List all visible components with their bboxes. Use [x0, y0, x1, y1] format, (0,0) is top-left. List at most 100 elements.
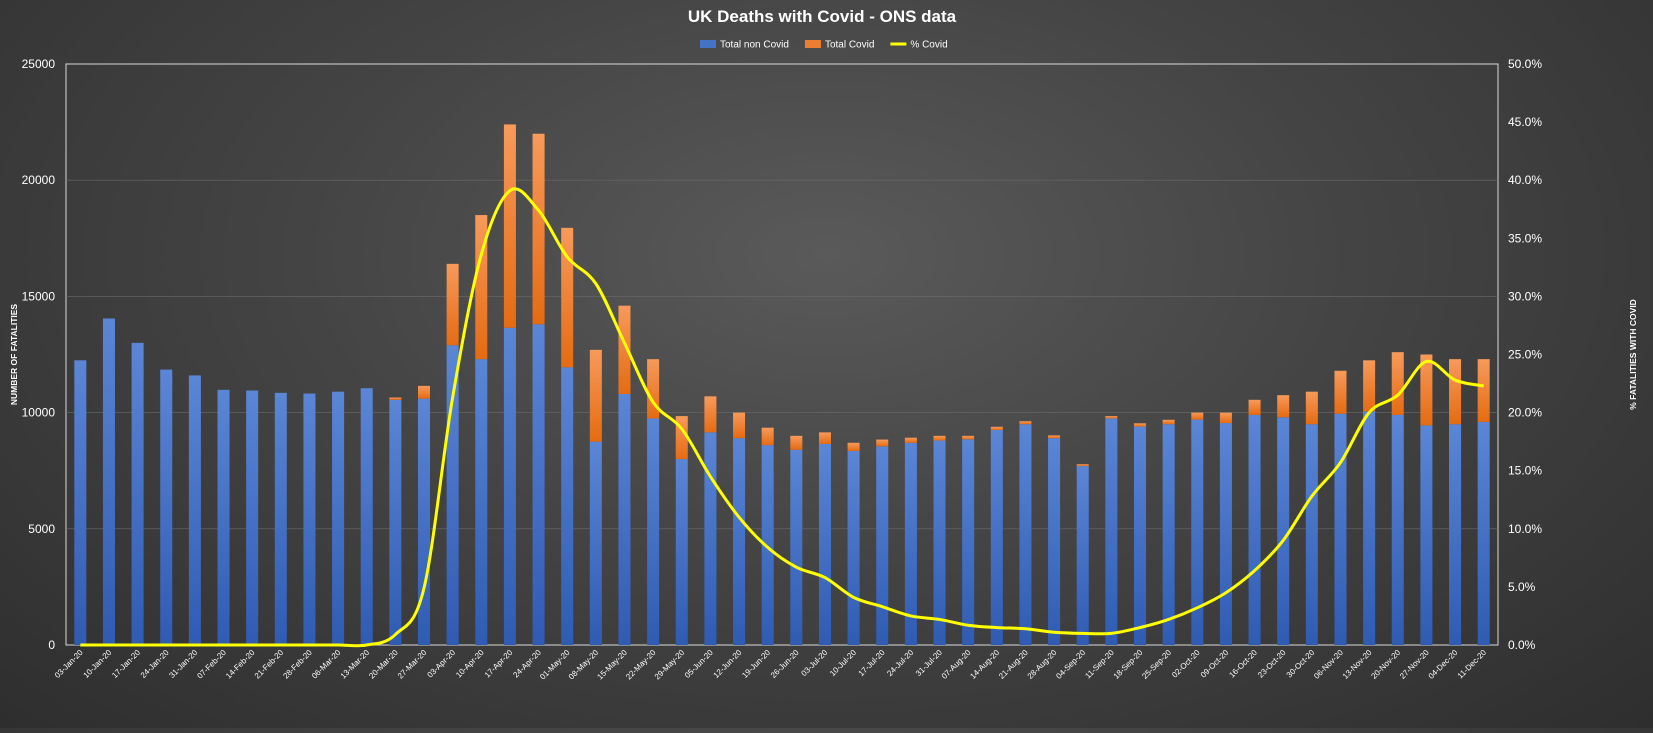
x-tick-label: 10-Jul-20 [828, 648, 858, 678]
y2-tick-label: 50.0% [1508, 57, 1542, 71]
bar-total-non-covid [647, 418, 660, 645]
bar-total-non-covid [1076, 466, 1089, 645]
bar-total-non-covid [131, 342, 144, 645]
bar-total-non-covid [360, 388, 373, 645]
y-tick-label: 10000 [22, 406, 56, 420]
bar-total-covid [1076, 464, 1089, 467]
bar-total-covid [733, 412, 746, 439]
y2-tick-label: 45.0% [1508, 115, 1542, 129]
x-tick-label: 28-Aug-20 [1026, 648, 1059, 681]
legend-swatch [804, 40, 821, 48]
bar-total-covid [962, 435, 975, 440]
x-tick-label: 13-Mar-20 [339, 648, 372, 681]
x-tick-label: 25-Sep-20 [1140, 648, 1173, 681]
bar-total-non-covid [1019, 424, 1032, 645]
bar-total-non-covid [904, 442, 917, 645]
bar-total-covid [1363, 360, 1376, 412]
x-tick-label: 20-Nov-20 [1369, 648, 1402, 681]
x-tick-label: 11-Sep-20 [1083, 648, 1116, 681]
x-tick-label: 20-Mar-20 [367, 648, 400, 681]
legend-label: % Covid [910, 40, 947, 51]
y-tick-label: 25000 [22, 57, 56, 71]
x-tick-label: 03-Jul-20 [799, 648, 829, 678]
bar-total-covid [1420, 354, 1433, 426]
bar-total-non-covid [246, 390, 259, 645]
bar-total-covid [933, 435, 946, 441]
bar-total-non-covid [1449, 424, 1462, 645]
x-tick-label: 17-Jul-20 [857, 648, 887, 678]
y-tick-label: 20000 [22, 173, 56, 187]
y2-tick-label: 5.0% [1508, 580, 1536, 594]
x-tick-label: 16-Oct-20 [1227, 648, 1259, 680]
bar-total-non-covid [188, 375, 201, 645]
bar-total-non-covid [1191, 419, 1204, 645]
x-tick-label: 18-Sep-20 [1112, 648, 1145, 681]
bar-total-covid [532, 133, 545, 325]
x-tick-label: 03-Jan-20 [53, 648, 85, 680]
legend-label: Total non Covid [720, 40, 789, 51]
bar-total-covid [761, 427, 774, 446]
y2-tick-label: 15.0% [1508, 464, 1542, 478]
x-tick-label: 06-Mar-20 [310, 648, 343, 681]
bar-total-non-covid [102, 318, 115, 645]
y-tick-label: 15000 [22, 289, 56, 303]
bar-total-covid [389, 397, 402, 400]
bar-total-covid [417, 385, 431, 399]
bar-total-non-covid [332, 391, 345, 645]
bar-total-non-covid [532, 324, 545, 645]
bar-total-non-covid [1363, 411, 1376, 645]
bar-total-non-covid [733, 438, 746, 645]
y-tick-label: 5000 [28, 522, 55, 536]
x-tick-label: 29-May-20 [653, 648, 687, 682]
y2-tick-label: 25.0% [1508, 348, 1542, 362]
x-tick-label: 21-Aug-20 [997, 648, 1030, 681]
bar-total-covid [704, 396, 717, 433]
bar-total-covid [1449, 359, 1462, 425]
x-tick-label: 07-Feb-20 [195, 648, 228, 681]
bar-total-non-covid [675, 459, 688, 645]
bar-total-covid [647, 359, 660, 419]
bar-total-covid [1277, 395, 1290, 418]
bar-total-covid [1162, 419, 1175, 425]
bar-total-non-covid [389, 399, 402, 645]
bar-total-covid [1105, 416, 1118, 419]
y2-tick-label: 20.0% [1508, 406, 1542, 420]
bar-total-covid [818, 432, 831, 444]
x-tick-label: 11-Dec-20 [1456, 648, 1489, 681]
bar-total-non-covid [1420, 425, 1433, 645]
x-tick-label: 13-Nov-20 [1341, 648, 1374, 681]
chart-title: UK Deaths with Covid - ONS data [688, 7, 957, 26]
bar-total-non-covid [933, 440, 946, 645]
bar-total-covid [790, 435, 803, 450]
y2-tick-label: 40.0% [1508, 173, 1542, 187]
bar-total-covid [1191, 412, 1204, 420]
y-axis-title: NUMBER OF FATALITIES [9, 304, 19, 406]
bar-total-non-covid [761, 445, 774, 645]
bar-total-non-covid [74, 360, 87, 645]
x-tick-label: 24-Jan-20 [139, 648, 171, 680]
bar-total-covid [904, 437, 917, 443]
bar-total-covid [1305, 391, 1318, 425]
y2-tick-label: 35.0% [1508, 231, 1542, 245]
bar-total-covid [876, 439, 889, 447]
line-pct-covid [80, 187, 1484, 648]
bar-total-covid [446, 263, 459, 346]
bar-total-non-covid [704, 432, 717, 645]
bar-total-non-covid [503, 327, 516, 645]
bar-total-non-covid [1391, 414, 1404, 645]
x-tick-label: 21-Feb-20 [253, 648, 286, 681]
bar-total-non-covid [962, 439, 975, 645]
x-tick-label: 09-Oct-20 [1199, 648, 1231, 680]
y2-axis-title: % FATALITIES WITH COVID [1628, 299, 1638, 410]
legend-swatch [700, 40, 716, 48]
x-tick-label: 23-Oct-20 [1256, 648, 1288, 680]
bar-total-covid [1334, 370, 1347, 414]
y2-tick-label: 10.0% [1508, 522, 1542, 536]
bar-total-non-covid [1477, 421, 1490, 645]
x-tick-label: 27-Nov-20 [1398, 648, 1431, 681]
bar-total-covid [1133, 423, 1147, 427]
bar-group [74, 124, 1490, 645]
bar-total-non-covid [818, 443, 831, 645]
